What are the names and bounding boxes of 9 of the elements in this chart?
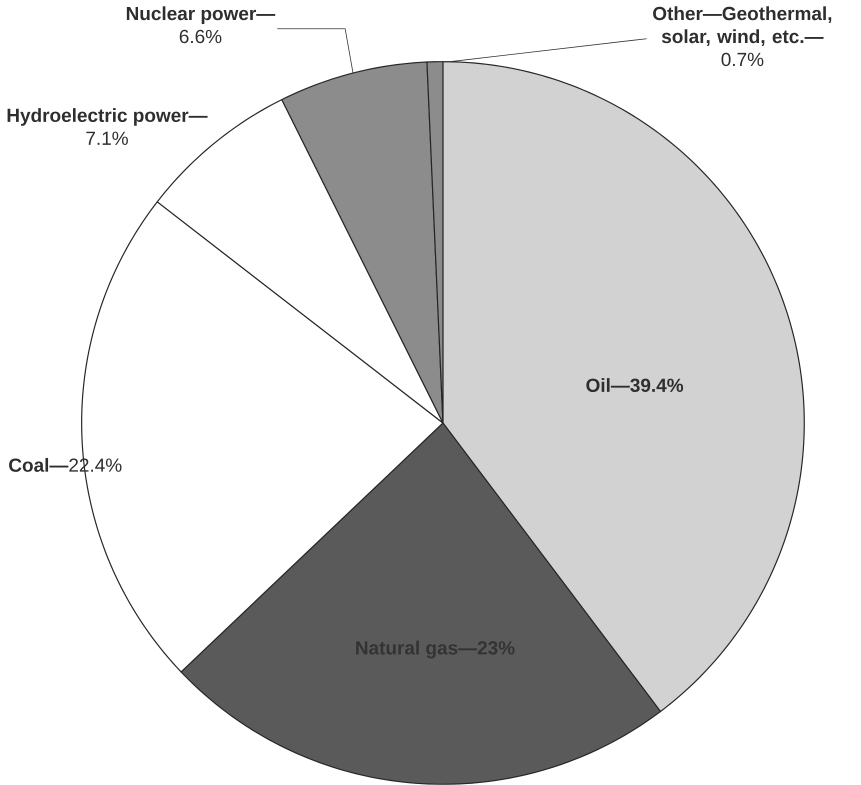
slice-label: Coal— [9, 458, 68, 472]
data-label: 0.7% [722, 52, 764, 66]
data-label: 6.6% [180, 30, 222, 44]
slice-label: Hydroelectric power— [8, 108, 208, 126]
slice-label: Nuclear power— [126, 6, 276, 24]
data-label: 7.1% [86, 132, 128, 145]
slice-label: Oil— [586, 378, 630, 392]
slice-label: Other—Geothermal, solar, wind, etc.— [653, 6, 832, 46]
data-label: 39.4% [630, 378, 684, 392]
